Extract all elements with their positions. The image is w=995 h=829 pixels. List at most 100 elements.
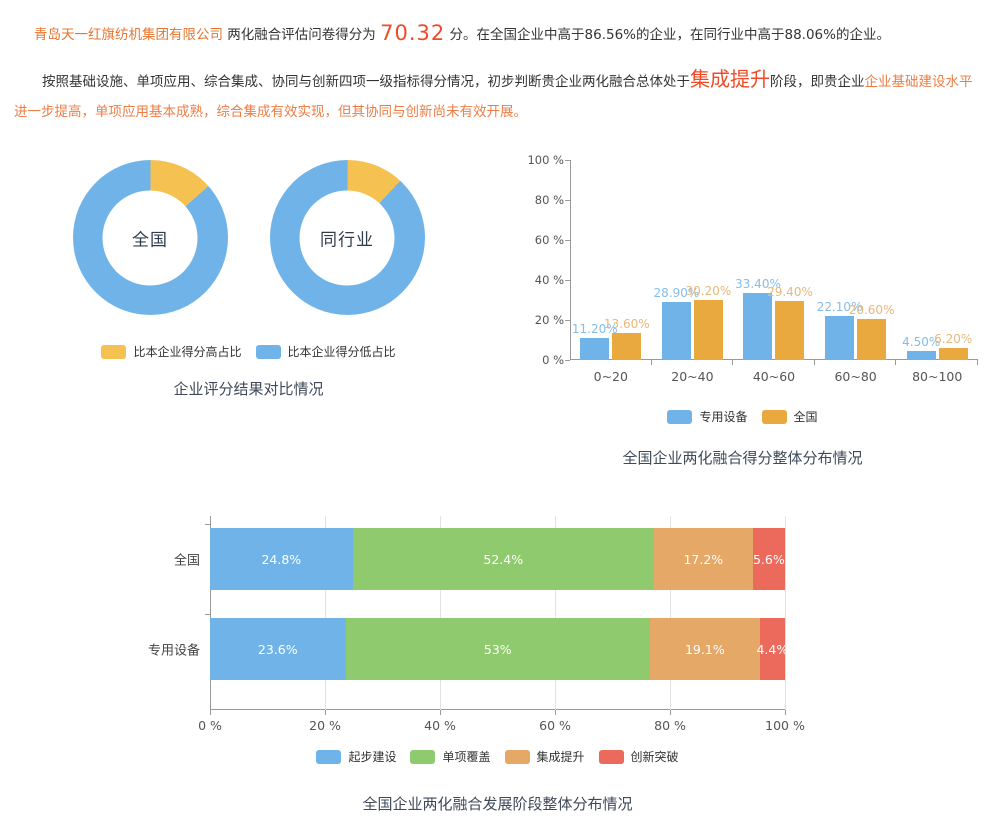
- stacked-gridline: [440, 516, 441, 710]
- summary-text-block: 青岛天一红旗纺机集团有限公司 两化融合评估问卷得分为 70.32 分。在全国企业…: [0, 0, 995, 127]
- summary-line2-prefix: 按照基础设施、单项应用、综合集成、协同与创新四项一级指标得分情况，初步判断贵企业…: [42, 74, 690, 90]
- stacked-bar-row: 23.6% 53% 19.1% 4.4%: [210, 618, 788, 680]
- legend-swatch-icon: [598, 749, 624, 764]
- legend-label: 专用设备: [699, 410, 748, 424]
- legend-swatch-icon: [101, 344, 127, 359]
- donut-legend-item[interactable]: 比本企业得分低占比: [255, 343, 396, 360]
- stacked-y-axis: [210, 516, 211, 710]
- company-name: 青岛天一红旗纺机集团有限公司: [34, 27, 223, 43]
- stacked-x-tick: [325, 710, 326, 715]
- score-value: 70.32: [380, 21, 446, 45]
- stacked-bar-segment[interactable]: 23.6%: [210, 618, 346, 680]
- bar-legend-item[interactable]: 专用设备: [667, 408, 748, 425]
- stacked-bar-segment[interactable]: 17.2%: [653, 528, 753, 590]
- stacked-bar-segment[interactable]: 19.1%: [650, 618, 760, 680]
- stacked-x-tick-label: 20 %: [309, 718, 341, 733]
- bar-column[interactable]: 20.60%: [849, 303, 894, 360]
- bar-y-axis: [570, 160, 571, 360]
- stacked-legend: 起步建设 单项覆盖 集成提升 创新突破: [0, 748, 995, 765]
- stacked-x-tick-label: 100 %: [765, 718, 805, 733]
- bar-x-tick: [813, 360, 815, 365]
- stacked-bar-segment[interactable]: 52.4%: [352, 528, 654, 590]
- stacked-bar-segment[interactable]: 4.4%: [756, 618, 788, 680]
- bar-legend-item[interactable]: 全国: [761, 408, 818, 425]
- legend-swatch-icon: [761, 409, 787, 424]
- bar-y-tick: [565, 240, 570, 241]
- bar-column[interactable]: 6.20%: [934, 332, 972, 360]
- stacked-legend-item[interactable]: 创新突破: [598, 748, 679, 765]
- stacked-x-tick-label: 60 %: [539, 718, 571, 733]
- bar-value-label: 11.20%: [571, 321, 618, 336]
- stacked-x-tick: [555, 710, 556, 715]
- bar-y-tick: [565, 160, 570, 161]
- bar-column[interactable]: 4.50%: [902, 335, 940, 360]
- legend-label: 全国: [793, 410, 818, 424]
- stacked-bar-row: 24.8% 52.4% 17.2% 5.6%: [210, 528, 785, 590]
- stage-name: 集成提升: [690, 67, 770, 91]
- summary-line2-middle: 阶段，即贵企业: [770, 74, 865, 90]
- bar-plot-area: 0 % 20 % 40 % 60 % 80 % 100 % 11.20% 13.60% 0~20…: [508, 153, 978, 384]
- bar-group: 28.90% 30.20% 20~40: [652, 160, 734, 384]
- stacked-x-tick-label: 0 %: [198, 718, 222, 733]
- bar-x-tick: [732, 360, 734, 365]
- stacked-x-tick-label: 40 %: [424, 718, 456, 733]
- bar-chart-caption: 全国企业两化融合得分整体分布情况: [622, 449, 863, 467]
- stacked-legend-item[interactable]: 单项覆盖: [410, 748, 491, 765]
- bar-y-tick-label: 100 %: [527, 153, 564, 167]
- bar-value-label: 30.20%: [685, 283, 732, 298]
- bar-y-tick: [565, 200, 570, 201]
- bar-value-label: 13.60%: [603, 316, 650, 331]
- stacked-bar-segment[interactable]: 53%: [345, 618, 650, 680]
- donut-chart[interactable]: 全国: [72, 160, 228, 315]
- donut-chart-caption: 企业评分结果对比情况: [173, 380, 324, 398]
- bar-x-tick: [976, 360, 978, 365]
- bar-y-tick-label: 0 %: [542, 353, 564, 367]
- bar-y-tick-label: 80 %: [534, 193, 564, 207]
- bar-y-tick: [565, 320, 570, 321]
- stacked-legend-item[interactable]: 集成提升: [504, 748, 585, 765]
- bar-column[interactable]: 28.90%: [654, 286, 699, 360]
- bar-x-tick: [895, 360, 897, 365]
- legend-swatch-icon: [410, 749, 436, 764]
- bar-column[interactable]: 29.40%: [767, 285, 813, 360]
- stacked-x-tick: [785, 710, 786, 715]
- bar-value-label: 28.90%: [653, 286, 700, 301]
- stacked-bar-segment[interactable]: 5.6%: [752, 528, 785, 590]
- stacked-x-tick-label: 80 %: [654, 718, 686, 733]
- stacked-legend-item[interactable]: 起步建设: [316, 748, 396, 765]
- legend-swatch-icon: [504, 749, 530, 764]
- bar-y-tick-label: 60 %: [534, 233, 564, 247]
- donut-chart[interactable]: 同行业: [269, 160, 425, 315]
- stacked-x-tick: [670, 710, 671, 715]
- bar-x-category-label: 0~20: [593, 369, 628, 384]
- bar-column[interactable]: 22.10%: [817, 300, 862, 360]
- bar-y-tick: [565, 280, 570, 281]
- bar-value-label: 29.40%: [767, 285, 813, 300]
- stacked-row-label: 全国: [173, 553, 200, 569]
- bar-column[interactable]: 33.40%: [735, 277, 781, 360]
- bar-column[interactable]: 13.60%: [604, 317, 650, 360]
- development-stage-distribution-chart: 0 % 20 % 40 % 60 % 80 % 100 % 24.8% 52.4% 17.2% 5…: [0, 516, 995, 814]
- bar-column[interactable]: 11.20%: [572, 322, 618, 360]
- stacked-x-tick: [440, 710, 441, 715]
- donut-container: 全国 同行业: [0, 160, 497, 315]
- legend-swatch-icon: [667, 409, 693, 424]
- legend-label: 起步建设: [348, 750, 397, 764]
- bar-y-tick: [565, 360, 570, 361]
- stacked-row-label: 专用设备: [147, 643, 200, 659]
- bar-legend: 专用设备 全国: [490, 408, 995, 425]
- stacked-chart-caption: 全国企业两化融合发展阶段整体分布情况: [362, 795, 633, 813]
- national-score-distribution-chart: 0 % 20 % 40 % 60 % 80 % 100 % 11.20% 13.60% 0~20…: [490, 153, 995, 468]
- stacked-bar-plot-area: 0 % 20 % 40 % 60 % 80 % 100 % 24.8% 52.4% 17.2% 5…: [148, 516, 805, 733]
- bar-group: 22.10% 20.60% 60~80: [815, 160, 897, 384]
- bar-group: 4.50% 6.20% 80~100: [896, 160, 978, 384]
- bar-column[interactable]: 30.20%: [686, 284, 731, 360]
- bar-group: 11.20% 13.60% 0~20: [570, 160, 652, 384]
- stacked-bar-segment[interactable]: 24.8%: [210, 528, 353, 590]
- legend-swatch-icon: [255, 344, 281, 359]
- bar-value-label: 20.60%: [848, 302, 895, 317]
- donut-legend-item[interactable]: 比本企业得分高占比: [101, 343, 242, 360]
- bar-x-category-label: 80~100: [912, 369, 963, 384]
- bar-x-category-label: 40~60: [752, 369, 796, 384]
- bar-group: 33.40% 29.40% 40~60: [733, 160, 815, 384]
